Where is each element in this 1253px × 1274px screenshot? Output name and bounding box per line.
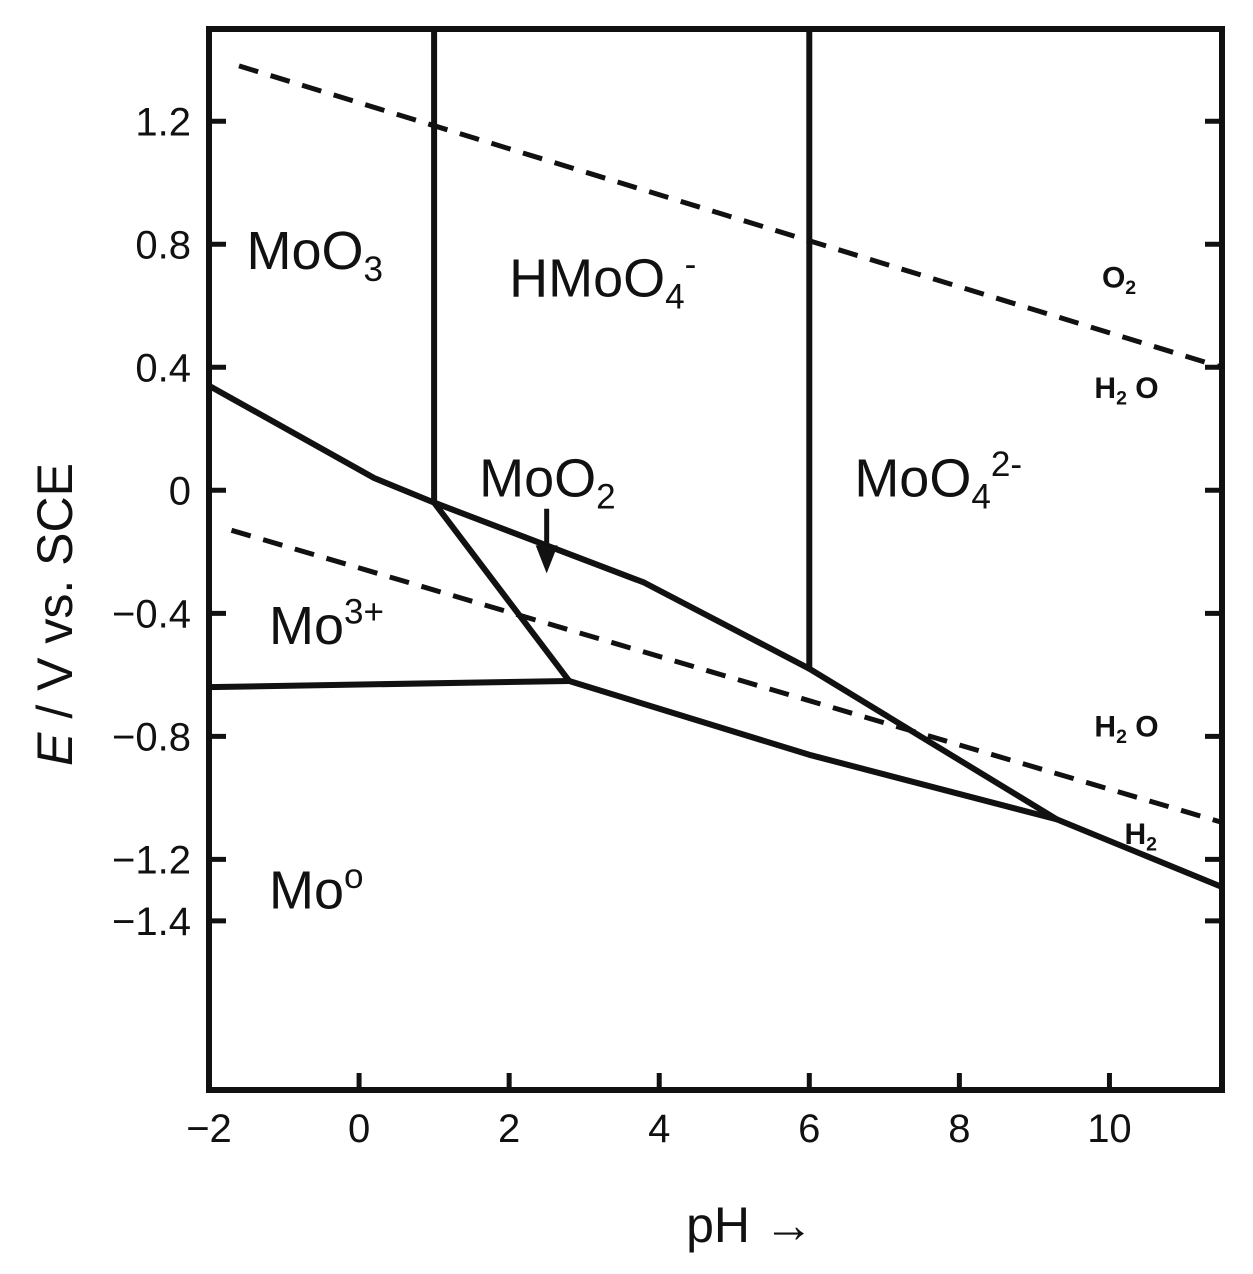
region-label-o2: O2	[1102, 261, 1136, 299]
x-axis-label: pH →	[686, 1197, 814, 1253]
y-tick-label: 0.4	[135, 346, 191, 390]
x-tick-label: 8	[948, 1107, 970, 1151]
tick-labels: −2 0 2 4 6 8 10 1.2 0.8 0.4 0 −0.4 −0.8 −1.2 −1.4	[112, 100, 1132, 1151]
region-label-h2o-top: H2 O	[1094, 372, 1158, 410]
x-tick-label: 2	[498, 1107, 520, 1151]
x-tick-label: 0	[348, 1107, 370, 1151]
region-labels: MoO3 HMoO4- MoO2 MoO42- Mo3+ Moo O2 H2 O H2 O H2	[247, 221, 1159, 921]
region-label-mo0: Moo	[269, 857, 364, 921]
y-tick-label: 0.8	[135, 223, 191, 267]
water-stability-line-0	[238, 63, 1223, 370]
x-tick-label: 10	[1087, 1107, 1132, 1151]
x-tick-label: 6	[798, 1107, 820, 1151]
boundary-line-4	[206, 678, 573, 691]
y-axis-label-symbol: E	[27, 732, 83, 766]
arrow-head	[535, 545, 558, 574]
region-label-moo4: MoO42-	[854, 445, 1022, 516]
y-axis-label-unit: / V vs. SCE	[27, 463, 83, 733]
region-label-hmoo4: HMoO4-	[509, 245, 696, 316]
boundary-line-2	[206, 382, 1060, 823]
boundary-line-5	[566, 678, 1225, 890]
plot-frame	[206, 26, 1225, 1093]
y-tick-label: −1.4	[112, 900, 191, 944]
region-label-h2o-bottom: H2 O	[1094, 710, 1158, 748]
region-label-h2: H2	[1124, 818, 1157, 856]
x-tick-label: 4	[648, 1107, 670, 1151]
y-tick-label: 0	[169, 469, 191, 513]
y-tick-label: −1.2	[112, 838, 191, 882]
axis-ticks	[206, 118, 1222, 1090]
y-axis-label: E / V vs. SCE	[27, 463, 83, 766]
y-tick-label: 1.2	[135, 100, 191, 144]
region-label-moo3: MoO3	[247, 221, 384, 289]
x-tick-label: −2	[186, 1107, 232, 1151]
y-tick-label: −0.4	[112, 592, 191, 636]
plot-lines	[206, 26, 1225, 890]
y-tick-label: −0.8	[112, 715, 191, 759]
region-label-moo2: MoO2	[479, 448, 616, 516]
region-label-mo3: Mo3+	[269, 593, 384, 657]
boundary-line-3	[431, 499, 573, 684]
water-stability-line-1	[230, 527, 1223, 825]
